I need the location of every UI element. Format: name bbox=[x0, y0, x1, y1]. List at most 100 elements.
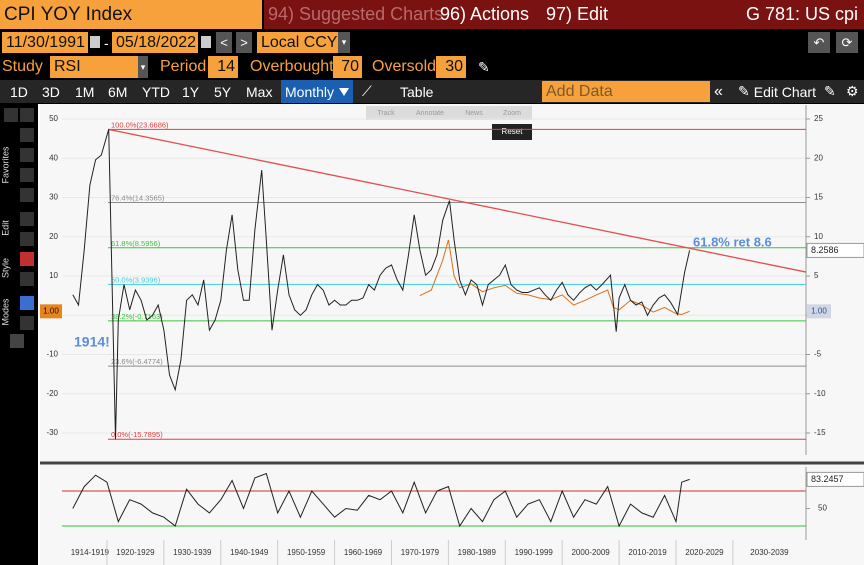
frequency-label: Monthly bbox=[285, 83, 335, 100]
x-tick-label: 2000-2009 bbox=[571, 548, 610, 557]
marker-label: 1.00 bbox=[811, 306, 827, 315]
period-value[interactable]: 14 bbox=[208, 56, 238, 78]
reset-button[interactable] bbox=[492, 124, 532, 140]
tool-icon[interactable] bbox=[20, 252, 34, 266]
menu-item[interactable]: 96) Actions bbox=[440, 4, 530, 24]
chart-tool[interactable]: Track bbox=[377, 110, 395, 117]
period-button[interactable]: Max bbox=[246, 83, 273, 100]
edit-chart[interactable]: ✎ Edit Chart bbox=[738, 83, 816, 100]
y-tick-label: 30 bbox=[49, 193, 58, 202]
y2-tick-label: 10 bbox=[814, 232, 823, 241]
marker-box bbox=[40, 304, 62, 319]
add-data[interactable]: Add Data bbox=[542, 81, 710, 102]
prev-button[interactable]: < bbox=[216, 32, 232, 53]
next-button[interactable]: > bbox=[236, 32, 252, 53]
end-date[interactable]: 05/18/2022 bbox=[112, 32, 198, 53]
study-name[interactable]: RSI bbox=[50, 56, 138, 78]
calendar-icon[interactable] bbox=[90, 36, 100, 48]
refresh-button[interactable]: ⟳ bbox=[836, 32, 858, 53]
series-line bbox=[419, 239, 690, 316]
fib-label: 23.6%(-6.4774) bbox=[111, 357, 163, 366]
y2-tick-label: -10 bbox=[814, 389, 826, 398]
chart-tools-bar bbox=[366, 106, 532, 120]
x-tick-label: 1970-1979 bbox=[401, 548, 440, 557]
menu-item[interactable]: 97) Edit bbox=[546, 4, 609, 24]
x-tick-label: 2010-2019 bbox=[628, 548, 667, 557]
rsi-last-value: 83.2457 bbox=[811, 474, 844, 484]
reset-label[interactable]: Reset bbox=[502, 127, 524, 136]
fib-label: 50.0%(3.9396) bbox=[111, 275, 161, 284]
x-tick-label: 1914-1919 bbox=[71, 548, 110, 557]
chart-tool[interactable]: Zoom bbox=[503, 110, 521, 117]
menu-item[interactable]: 94) Suggested Charts bbox=[268, 4, 444, 24]
x-tick-label: 1980-1989 bbox=[458, 548, 497, 557]
x-tick-label: 2030-2039 bbox=[750, 548, 789, 557]
y-tick-label: 50 bbox=[49, 114, 58, 123]
tool-icon[interactable] bbox=[20, 128, 34, 142]
study-label: Study bbox=[2, 58, 43, 75]
y2-tick-label: -5 bbox=[814, 350, 822, 359]
dropdown[interactable]: ▾ bbox=[138, 56, 148, 78]
y-tick-label: 10 bbox=[49, 271, 58, 280]
period-button[interactable]: 1D bbox=[10, 83, 28, 100]
overbought-label: Overbought bbox=[250, 58, 334, 75]
tool-icon[interactable] bbox=[20, 232, 34, 246]
x-tick-label: 1960-1969 bbox=[344, 548, 383, 557]
fib-label: 0.0%(-15.7895) bbox=[111, 430, 163, 439]
period-button[interactable]: 1Y bbox=[182, 83, 200, 100]
tool-icon[interactable] bbox=[4, 108, 18, 122]
oversold-label: Oversold bbox=[372, 58, 437, 75]
rsi-last-box bbox=[806, 471, 864, 487]
table-button[interactable]: Table bbox=[400, 83, 434, 100]
x-tick-label: 1990-1999 bbox=[515, 548, 554, 557]
fib-label: 100.0%(23.6686) bbox=[111, 120, 169, 129]
period-button[interactable]: 5Y bbox=[214, 83, 232, 100]
chart-tool[interactable]: News bbox=[465, 110, 483, 117]
collapse-button[interactable]: « bbox=[714, 82, 723, 100]
chart-tool[interactable]: Annotate bbox=[416, 110, 444, 117]
period-button[interactable]: 3D bbox=[42, 83, 60, 100]
tool-icon[interactable] bbox=[20, 212, 34, 226]
series-line bbox=[72, 129, 691, 440]
side-tab[interactable]: Modes bbox=[0, 298, 10, 326]
export-icon[interactable]: ✎ bbox=[824, 83, 836, 99]
calendar-icon[interactable] bbox=[201, 36, 211, 48]
marker-box bbox=[807, 304, 831, 319]
dropdown[interactable]: ▾ bbox=[338, 32, 350, 53]
overbought-value[interactable]: 70 bbox=[333, 56, 362, 78]
settings-icon[interactable] bbox=[10, 334, 24, 348]
y-tick-label: -20 bbox=[46, 389, 58, 398]
currency[interactable]: Local CCY bbox=[257, 32, 338, 53]
undo-button[interactable]: ↶ bbox=[808, 32, 830, 53]
range-dash: - bbox=[104, 34, 109, 51]
y-tick-label: -10 bbox=[46, 350, 58, 359]
period-button[interactable]: 6M bbox=[108, 83, 128, 100]
dropdown-arrow bbox=[339, 87, 350, 96]
settings-icon[interactable]: ⚙ bbox=[846, 83, 859, 99]
tool-icon[interactable] bbox=[20, 108, 34, 122]
period-button[interactable]: 1M bbox=[75, 83, 95, 100]
frequency[interactable]: Monthly bbox=[281, 80, 353, 103]
tool-icon[interactable] bbox=[20, 296, 34, 310]
chart-type-icon[interactable]: ⟋ bbox=[362, 83, 372, 99]
rsi-tick-label: 50 bbox=[818, 504, 827, 513]
side-tab[interactable]: Edit bbox=[0, 220, 10, 236]
side-tab[interactable]: Favorites bbox=[0, 146, 10, 184]
marker-label: 1.00 bbox=[43, 306, 59, 315]
pencil-icon[interactable]: ✎ bbox=[478, 58, 490, 75]
tool-icon[interactable] bbox=[20, 272, 34, 286]
oversold-value[interactable]: 30 bbox=[436, 56, 466, 78]
ticker: G 781: US cpi bbox=[745, 4, 858, 24]
tool-icon[interactable] bbox=[20, 316, 34, 330]
tool-icon[interactable] bbox=[20, 188, 34, 202]
last-value: 8.2586 bbox=[811, 245, 839, 255]
period-button[interactable]: YTD bbox=[142, 83, 170, 100]
tool-icon[interactable] bbox=[20, 148, 34, 162]
side-tab[interactable]: Style bbox=[0, 258, 10, 278]
x-tick-label: 1930-1939 bbox=[173, 548, 212, 557]
start-date[interactable]: 11/30/1991 bbox=[2, 32, 88, 53]
tool-icon[interactable] bbox=[20, 168, 34, 182]
y-tick-label: 20 bbox=[49, 232, 58, 241]
fib-label: 76.4%(14.3565) bbox=[111, 194, 165, 203]
